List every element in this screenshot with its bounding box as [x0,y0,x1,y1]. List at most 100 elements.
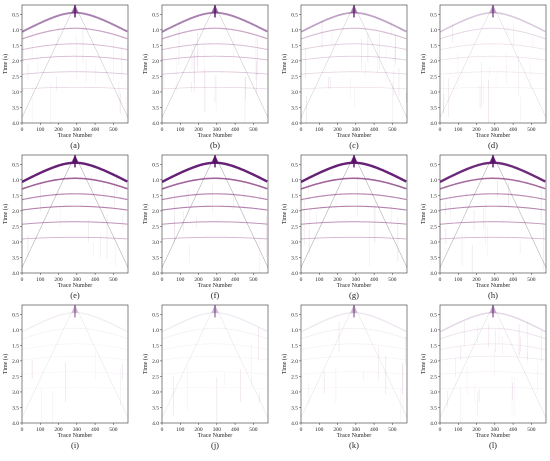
y-tick-label: 4.0 [12,121,19,127]
direct-wave [214,305,268,418]
y-tick-label: 3.0 [12,90,19,96]
x-tick-label: 400 [509,277,518,283]
reflection-event [440,327,546,340]
y-axis-label: Time (s) [281,354,288,374]
x-tick-label: 500 [527,277,536,283]
x-tick-label: 200 [54,127,63,133]
panel-caption: (k) [349,440,359,450]
reflection-event [162,327,268,340]
y-axis-label: Time (s) [142,54,149,74]
y-tick-label: 0.5 [430,162,437,168]
x-tick-label: 300 [213,427,222,433]
x-tick-label: 400 [231,277,240,283]
panel-e: 0.5 1.0 1.5 2.0 2.5 3.0 3.5 4.00 100 200 300 400 500… [2,154,129,300]
panel-caption: (h) [488,290,498,300]
y-tick-label: 3.5 [291,405,298,411]
y-tick-label: 3.5 [12,405,19,411]
x-axis-label: Trace Number [337,133,372,139]
panel-background [162,305,268,423]
reflection-event [440,387,546,390]
direct-wave [22,155,76,268]
x-tick-label: 0 [439,127,442,133]
y-tick-label: 0.5 [430,312,437,318]
y-tick-label: 0.5 [291,162,298,168]
x-tick-label: 400 [91,427,100,433]
direct-wave [492,305,546,418]
y-tick-label: 2.0 [430,209,437,215]
y-tick-label: 1.5 [12,343,19,349]
direct-wave [301,155,355,268]
x-tick-label: 200 [194,277,203,283]
y-tick-label: 2.5 [12,224,19,230]
reflection-event [440,371,546,375]
x-tick-label: 0 [300,427,303,433]
reflection-event [440,71,546,75]
y-tick-label: 1.0 [430,178,437,184]
y-tick-label: 4.0 [152,121,159,127]
y-tick-label: 2.5 [152,74,159,80]
seismic-image [22,305,128,423]
x-tick-label: 500 [527,127,536,133]
y-tick-label: 1.0 [430,28,437,34]
reflection-event [162,55,268,61]
panel-a: 0.5 1.0 1.5 2.0 2.5 3.0 3.5 4.00 100 200 300 400 500… [2,4,129,150]
y-tick-label: 4.0 [152,421,159,427]
y-tick-label: 1.5 [291,193,298,199]
reflection-event [301,86,407,90]
reflection-event [301,71,407,75]
y-axis-label: Time (s) [420,354,427,374]
reflection-event [22,55,128,61]
seismic-image [440,305,546,423]
panel-frame [300,4,408,124]
y-tick-label: 0.5 [291,312,298,318]
y-tick-label: 1.0 [12,328,19,334]
seismic-image [440,5,546,123]
y-tick-label: 4.0 [291,271,298,277]
x-tick-label: 0 [161,277,164,283]
y-tick-label: 0.5 [430,12,437,18]
seismic-image [22,155,128,268]
y-tick-label: 1.5 [152,343,159,349]
x-tick-label: 0 [21,127,24,133]
x-tick-label: 300 [491,277,500,283]
direct-wave [162,305,216,418]
reflection-event [440,43,546,51]
reflection-event [22,86,128,90]
panel-frame [21,304,129,424]
panel-caption: (e) [70,290,80,300]
x-tick-label: 100 [36,427,45,433]
reflection-event [22,193,128,201]
y-axis-label: Time (s) [281,54,288,74]
y-tick-label: 1.5 [152,193,159,199]
direct-wave [440,155,494,268]
y-tick-label: 2.5 [12,74,19,80]
seismic-image [22,5,128,123]
x-axis-label: Trace Number [58,133,93,139]
panel-f: 0.5 1.0 1.5 2.0 2.5 3.0 3.5 4.00 100 200 300 400 500… [142,154,269,300]
panel-b: 0.5 1.0 1.5 2.0 2.5 3.0 3.5 4.00 100 200 300 400 500… [142,4,269,150]
x-tick-label: 500 [388,427,397,433]
reflection-event [301,55,407,61]
x-tick-label: 100 [315,427,324,433]
reflection-event [440,27,546,40]
y-tick-label: 3.5 [12,255,19,261]
x-tick-label: 400 [370,427,379,433]
y-tick-label: 3.5 [291,255,298,261]
y-tick-label: 1.0 [291,28,298,34]
x-tick-label: 400 [509,127,518,133]
y-tick-label: 3.5 [152,105,159,111]
y-axis-label: Time (s) [142,204,149,224]
y-axis-label: Time (s) [2,354,9,374]
y-tick-label: 2.5 [152,374,159,380]
panel-frame [300,154,408,274]
y-tick-label: 1.0 [291,178,298,184]
panel-d: 0.5 1.0 1.5 2.0 2.5 3.0 3.5 4.00 100 200 300 400 500… [420,4,547,150]
x-tick-label: 500 [527,427,536,433]
panel-i: 0.5 1.0 1.5 2.0 2.5 3.0 3.5 4.00 100 200 300 400 500… [2,304,129,450]
x-tick-label: 100 [36,127,45,133]
y-tick-label: 1.0 [12,28,19,34]
panel-background [162,155,268,273]
y-tick-label: 3.0 [430,240,437,246]
panel-frame [161,304,269,424]
